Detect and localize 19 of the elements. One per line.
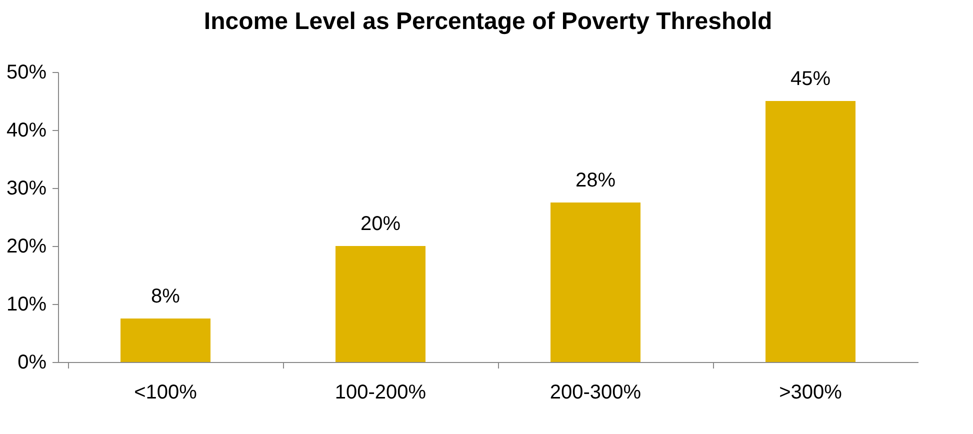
y-tick-label: 20% [6, 236, 47, 258]
x-tick-label: 100-200% [334, 382, 426, 404]
data-label: 45% [790, 68, 831, 90]
chart-title: Income Level as Percentage of Poverty Threshold [204, 8, 772, 35]
data-label: 28% [575, 170, 616, 192]
x-tick-label: <100% [134, 382, 198, 404]
y-tick-label: 10% [6, 294, 47, 316]
bar [336, 246, 426, 362]
x-tick-label: 200-300% [550, 382, 642, 404]
bar [766, 101, 856, 362]
bar [120, 318, 210, 362]
x-tick-label: >300% [779, 382, 842, 404]
y-tick-label: 40% [6, 120, 47, 142]
bar [550, 202, 640, 362]
y-tick-label: 0% [18, 352, 47, 374]
data-label: 8% [151, 286, 180, 308]
data-label: 20% [360, 213, 401, 235]
y-tick-label: 30% [6, 178, 47, 200]
y-tick-label: 50% [6, 62, 47, 84]
